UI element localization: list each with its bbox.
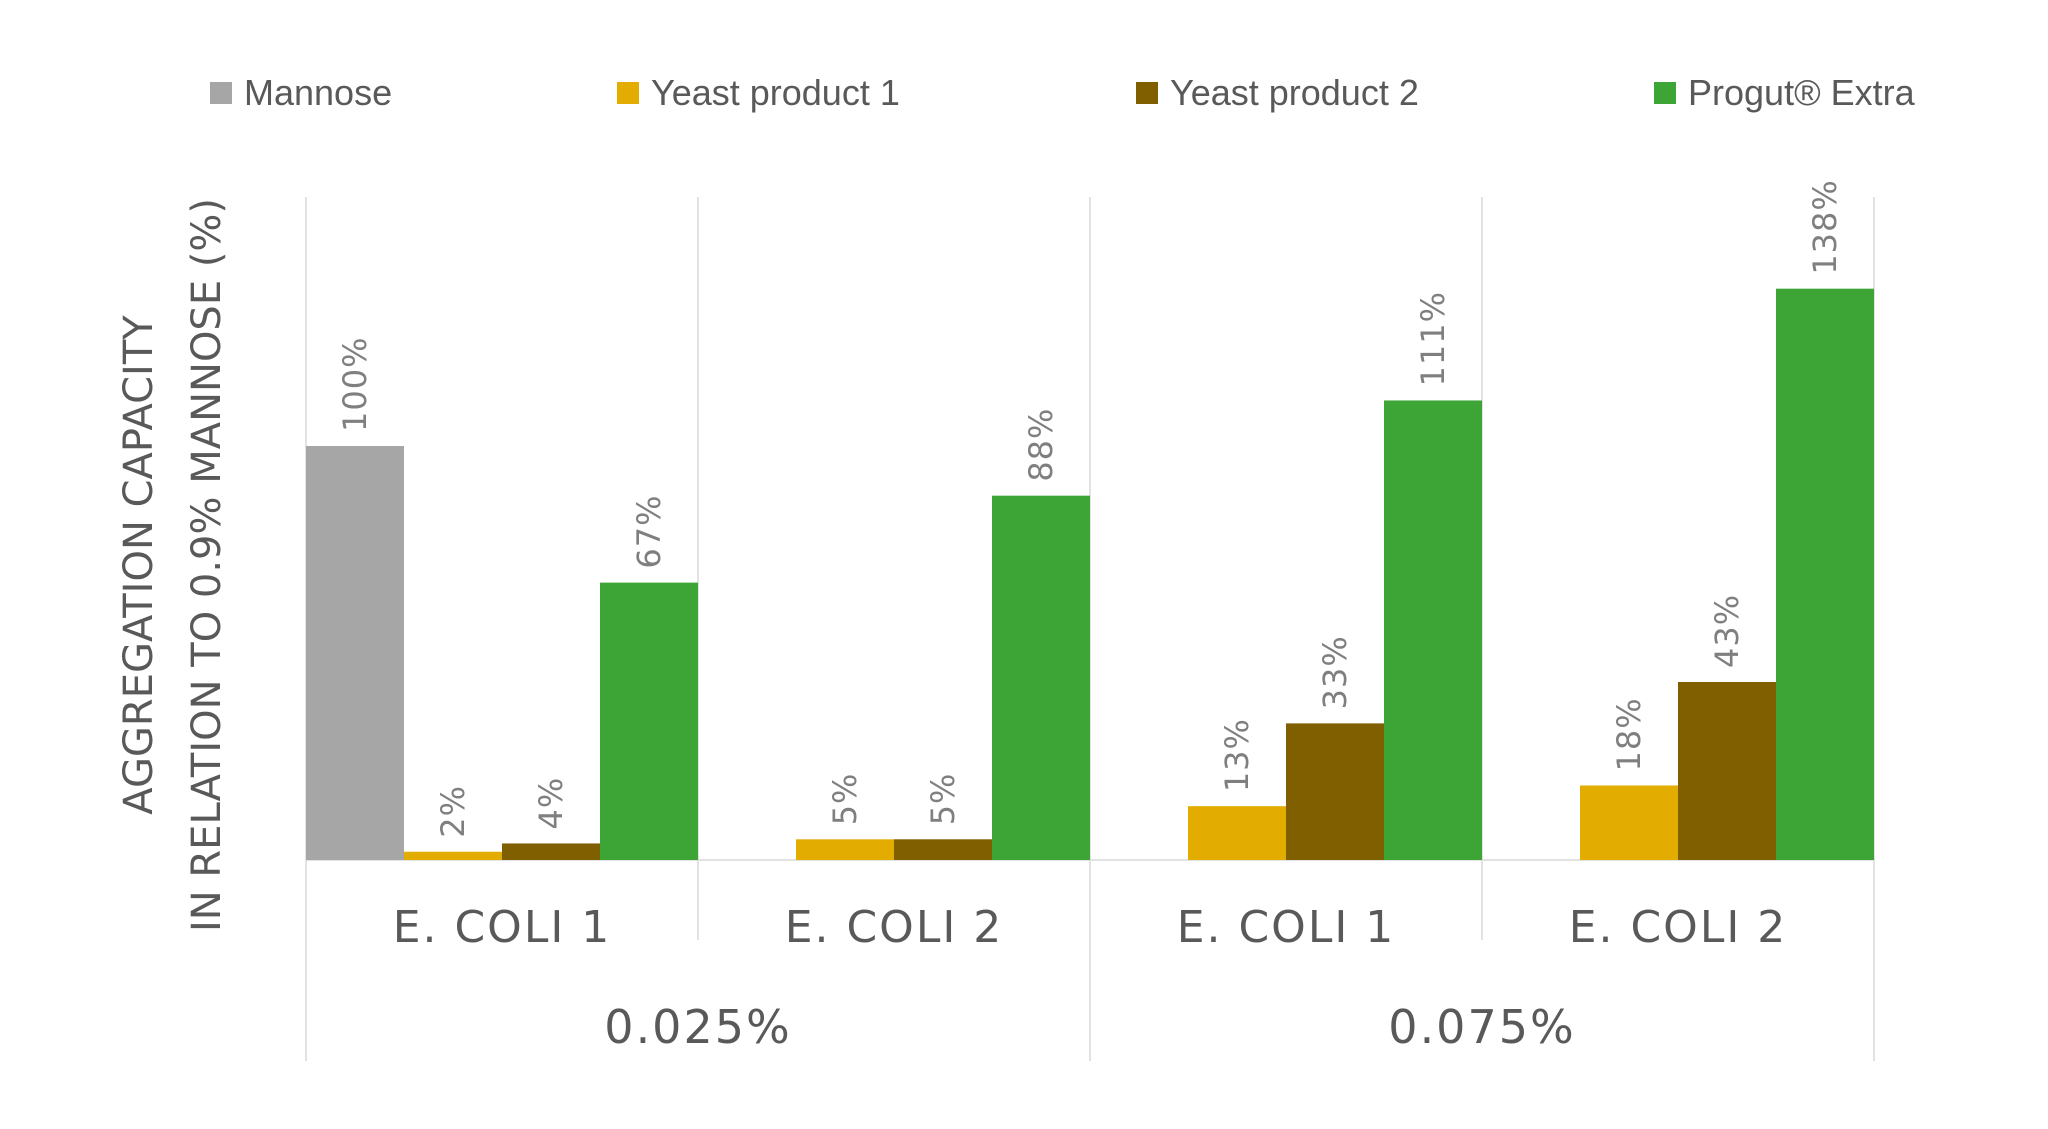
legend-swatch bbox=[1654, 82, 1676, 104]
bar-yeast-product-1 bbox=[796, 839, 894, 860]
data-label: 138% bbox=[1806, 179, 1844, 274]
bar-yeast-product-2 bbox=[502, 843, 600, 860]
bar-progut-extra bbox=[1776, 288, 1874, 860]
legend-item-yeast-product-2: Yeast product 2 bbox=[1136, 72, 1419, 114]
legend-item-yeast-product-1: Yeast product 1 bbox=[617, 72, 900, 114]
group-label: 0.075% bbox=[1388, 1000, 1575, 1054]
legend-item-mannose: Mannose bbox=[210, 72, 392, 114]
legend-label: Yeast product 1 bbox=[651, 72, 900, 113]
legend-label: Mannose bbox=[244, 72, 393, 113]
data-label: 4% bbox=[532, 777, 570, 830]
data-label: 33% bbox=[1316, 635, 1354, 709]
category-label: E. COLI 1 bbox=[393, 902, 612, 953]
data-label: 111% bbox=[1414, 291, 1452, 386]
data-label: 100% bbox=[336, 337, 374, 432]
group-label: 0.025% bbox=[604, 1000, 791, 1054]
data-label: 88% bbox=[1022, 408, 1060, 482]
data-label: 5% bbox=[826, 773, 864, 826]
y-axis-title-line-2: IN RELATION TO 0.9% MANNOSE (%) bbox=[184, 198, 230, 932]
bar-progut-extra bbox=[992, 495, 1090, 860]
data-label: 5% bbox=[924, 773, 962, 826]
category-label: E. COLI 2 bbox=[1569, 902, 1788, 953]
legend-swatch bbox=[210, 82, 232, 104]
legend: Mannose Yeast product 1 Yeast product 2 … bbox=[0, 72, 2048, 114]
category-label: E. COLI 1 bbox=[1177, 902, 1396, 953]
data-label: 18% bbox=[1610, 697, 1648, 771]
bar-progut-extra bbox=[1384, 400, 1482, 860]
bar-mannose bbox=[306, 446, 404, 860]
data-label: 2% bbox=[434, 785, 472, 838]
legend-item-progut-extra: Progut® Extra bbox=[1654, 72, 1915, 114]
legend-swatch bbox=[617, 82, 639, 104]
bar-progut-extra bbox=[600, 582, 698, 860]
legend-label: Yeast product 2 bbox=[1170, 72, 1419, 113]
legend-swatch bbox=[1136, 82, 1158, 104]
legend-label: Progut® Extra bbox=[1688, 72, 1915, 113]
bar-yeast-product-2 bbox=[894, 839, 992, 860]
data-label: 43% bbox=[1708, 594, 1746, 668]
bar-yeast-product-1 bbox=[404, 851, 502, 860]
category-label: E. COLI 2 bbox=[785, 902, 1004, 953]
bar-yeast-product-1 bbox=[1188, 806, 1286, 860]
y-axis-title-line-1: AGGREGATION CAPACITY bbox=[116, 315, 162, 815]
data-label: 13% bbox=[1218, 718, 1256, 792]
data-label: 67% bbox=[630, 494, 668, 568]
bar-yeast-product-1 bbox=[1580, 785, 1678, 860]
bar-yeast-product-2 bbox=[1678, 681, 1776, 860]
bar-yeast-product-2 bbox=[1286, 723, 1384, 860]
